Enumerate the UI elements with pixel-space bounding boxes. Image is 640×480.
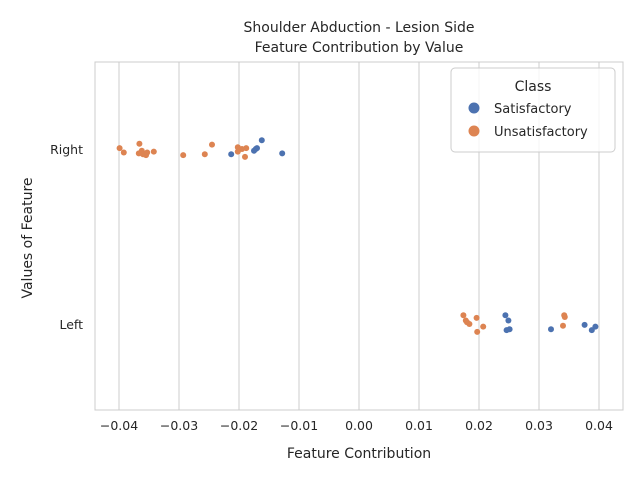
point-unsatisfactory xyxy=(561,314,568,320)
x-tick-label: −0.02 xyxy=(220,418,258,433)
legend-marker-satisfactory xyxy=(468,102,480,114)
point-unsatisfactory xyxy=(116,145,123,152)
point-unsatisfactory xyxy=(242,153,248,160)
point-satisfactory xyxy=(505,317,512,324)
point-satisfactory xyxy=(258,137,265,144)
chart-title-line-1: Shoulder Abduction - Lesion Side xyxy=(244,20,475,36)
y-tick-label-left: Left xyxy=(59,317,83,332)
point-unsatisfactory xyxy=(180,152,187,159)
x-tick-label: 0.02 xyxy=(465,418,493,433)
legend-marker-unsatisfactory xyxy=(468,125,480,137)
point-satisfactory xyxy=(588,327,595,334)
point-unsatisfactory xyxy=(466,321,473,327)
point-unsatisfactory xyxy=(234,148,241,155)
point-unsatisfactory xyxy=(460,312,467,319)
point-unsatisfactory xyxy=(150,148,157,155)
point-unsatisfactory xyxy=(144,149,151,156)
legend: Class Satisfactory Unsatisfactory xyxy=(450,67,616,153)
point-satisfactory xyxy=(503,327,510,334)
point-unsatisfactory xyxy=(473,314,480,321)
legend-title: Class xyxy=(515,79,552,95)
point-unsatisfactory xyxy=(474,328,481,335)
point-unsatisfactory xyxy=(480,323,487,330)
point-unsatisfactory xyxy=(201,151,208,158)
y-tick-label-right: Right xyxy=(50,142,83,157)
point-unsatisfactory xyxy=(136,140,143,147)
legend-label-unsatisfactory: Unsatisfactory xyxy=(494,125,588,140)
point-satisfactory xyxy=(502,312,509,319)
x-axis-ticks: −0.04 −0.03 −0.02 −0.01 0.00 0.01 0.02 0.03 0.04 xyxy=(100,418,613,433)
point-satisfactory xyxy=(228,151,235,158)
x-axis-label: Feature Contribution xyxy=(287,446,431,462)
x-tick-label: 0.01 xyxy=(405,418,433,433)
y-axis-label: Values of Feature xyxy=(20,177,36,298)
point-satisfactory xyxy=(279,150,286,157)
point-unsatisfactory xyxy=(120,149,127,156)
data-points xyxy=(116,137,599,335)
point-unsatisfactory xyxy=(243,145,250,152)
x-tick-label: −0.01 xyxy=(280,418,318,433)
point-satisfactory xyxy=(251,147,257,154)
point-unsatisfactory xyxy=(560,322,566,329)
y-axis-ticks: Right Left xyxy=(50,142,83,332)
point-satisfactory xyxy=(581,321,588,328)
x-tick-label: 0.04 xyxy=(585,418,613,433)
point-unsatisfactory xyxy=(209,141,215,148)
x-tick-label: −0.04 xyxy=(100,418,138,433)
legend-box xyxy=(450,67,616,153)
x-tick-label: 0.03 xyxy=(525,418,553,433)
chart-title-line-2: Feature Contribution by Value xyxy=(255,40,464,56)
x-tick-label: −0.03 xyxy=(160,418,198,433)
point-satisfactory xyxy=(548,326,554,333)
x-tick-label: 0.00 xyxy=(345,418,373,433)
legend-label-satisfactory: Satisfactory xyxy=(494,102,572,117)
